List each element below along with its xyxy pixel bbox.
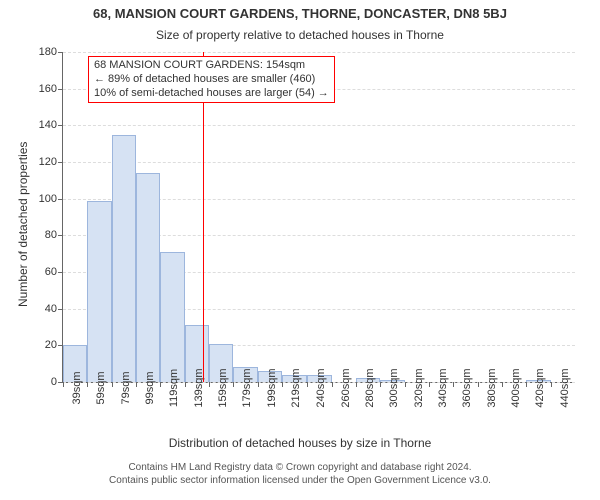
- x-tick-label: 179sqm: [233, 368, 245, 407]
- histogram-bar: [160, 252, 184, 382]
- x-tick-label: 139sqm: [185, 368, 197, 407]
- x-tick-label: 400sqm: [502, 368, 514, 407]
- y-tick-label: 120: [39, 156, 63, 168]
- x-tick-label: 240sqm: [307, 368, 319, 407]
- chart-footer: Contains HM Land Registry data © Crown c…: [0, 462, 600, 487]
- x-tick-label: 280sqm: [356, 368, 368, 407]
- histogram-bar: [136, 173, 160, 382]
- y-gridline: [63, 162, 575, 163]
- x-tick-label: 380sqm: [478, 368, 490, 407]
- chart-subtitle: Size of property relative to detached ho…: [0, 28, 600, 42]
- y-tick-label: 180: [39, 46, 63, 58]
- histogram-bar: [87, 201, 111, 383]
- x-tick-label: 79sqm: [112, 371, 124, 404]
- x-tick-label: 59sqm: [87, 371, 99, 404]
- y-tick-label: 60: [45, 266, 63, 278]
- annotation-line: ← 89% of detached houses are smaller (46…: [94, 73, 329, 87]
- chart-title: 68, MANSION COURT GARDENS, THORNE, DONCA…: [0, 6, 600, 21]
- x-tick-label: 219sqm: [282, 368, 294, 407]
- y-gridline: [63, 52, 575, 53]
- x-tick-label: 99sqm: [136, 371, 148, 404]
- y-tick-label: 20: [45, 339, 63, 351]
- x-tick-label: 320sqm: [405, 368, 417, 407]
- annotation-line: 68 MANSION COURT GARDENS: 154sqm: [94, 59, 329, 73]
- histogram-bar: [112, 135, 136, 383]
- marker-annotation-box: 68 MANSION COURT GARDENS: 154sqm ← 89% o…: [88, 56, 335, 103]
- y-axis-label: Number of detached properties: [16, 142, 30, 307]
- x-tick-label: 440sqm: [551, 368, 563, 407]
- x-tick-label: 340sqm: [429, 368, 441, 407]
- y-tick-label: 80: [45, 229, 63, 241]
- x-tick-label: 199sqm: [258, 368, 270, 407]
- y-gridline: [63, 125, 575, 126]
- y-tick-label: 40: [45, 303, 63, 315]
- x-tick-label: 360sqm: [453, 368, 465, 407]
- y-tick-label: 100: [39, 193, 63, 205]
- y-tick-label: 160: [39, 83, 63, 95]
- x-tick-label: 300sqm: [380, 368, 392, 407]
- x-tick-label: 420sqm: [526, 368, 538, 407]
- x-tick-label: 260sqm: [332, 368, 344, 407]
- x-tick-label: 39sqm: [63, 371, 75, 404]
- x-tick-label: 119sqm: [160, 369, 172, 407]
- footer-line: Contains public sector information licen…: [0, 475, 600, 488]
- x-axis-label: Distribution of detached houses by size …: [0, 436, 600, 450]
- y-tick-label: 0: [51, 376, 63, 388]
- x-tick-label: 159sqm: [209, 368, 221, 407]
- footer-line: Contains HM Land Registry data © Crown c…: [0, 462, 600, 475]
- y-tick-label: 140: [39, 119, 63, 131]
- histogram-chart: 68, MANSION COURT GARDENS, THORNE, DONCA…: [0, 0, 600, 500]
- annotation-line: 10% of semi-detached houses are larger (…: [94, 87, 329, 101]
